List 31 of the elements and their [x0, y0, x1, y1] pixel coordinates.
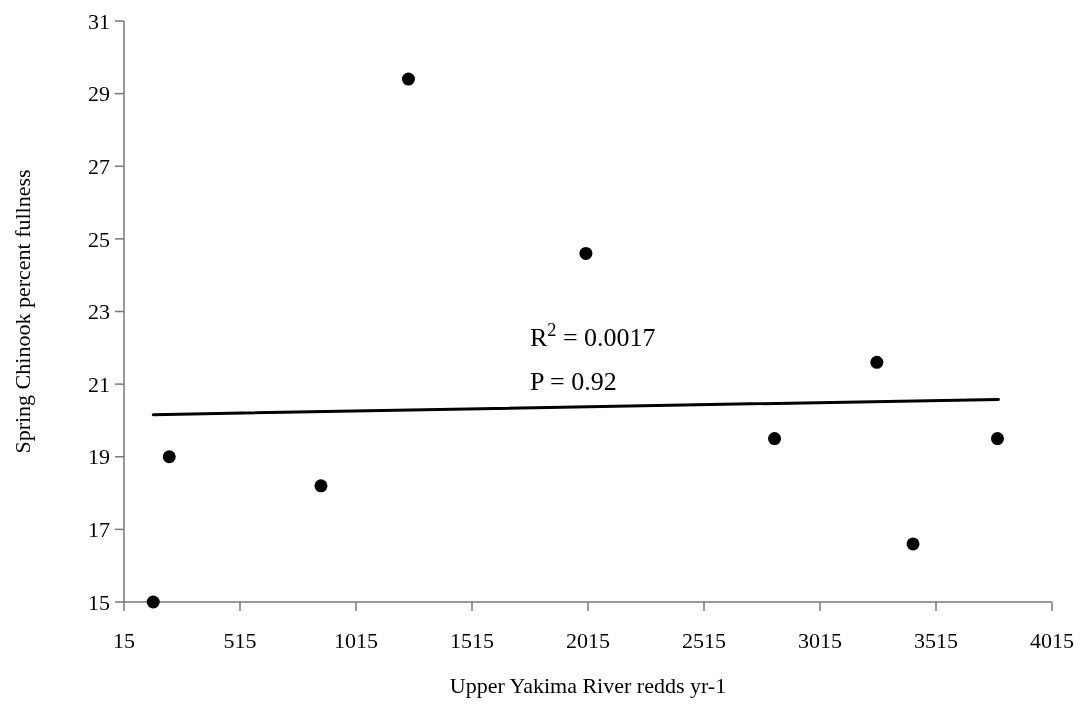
y-axis-title: Spring Chinook percent fullness	[10, 169, 35, 454]
point	[579, 246, 593, 260]
point	[146, 595, 160, 609]
point	[768, 432, 782, 446]
y-tick-label: 27	[88, 153, 110, 179]
point	[906, 537, 920, 551]
point	[162, 450, 176, 464]
point	[401, 72, 415, 86]
y-tick-label: 31	[88, 8, 110, 34]
x-tick-label: 1015	[334, 628, 378, 653]
point	[870, 355, 884, 369]
y-tick-label: 17	[88, 517, 110, 543]
y-tick-label: 25	[88, 226, 110, 252]
y-tick-label: 15	[88, 589, 110, 615]
point	[314, 479, 328, 493]
x-tick-label: 15	[113, 628, 135, 653]
annotation: P = 0.92	[530, 367, 617, 396]
x-axis-title: Upper Yakima River redds yr-1	[449, 673, 727, 698]
x-tick-label: 4015	[1030, 628, 1074, 653]
x-tick-label: 2015	[566, 628, 610, 653]
x-tick-label: 515	[223, 628, 257, 653]
y-tick-label: 19	[88, 444, 110, 470]
x-tick-label: 3015	[798, 628, 842, 653]
point	[990, 432, 1004, 446]
x-tick-label: 3515	[914, 628, 958, 653]
x-tick-label: 2515	[682, 628, 726, 653]
annotation: R$^{2}$ = 0.0017	[530, 320, 656, 352]
x-tick-label: 1515	[450, 628, 494, 653]
y-tick-label: 21	[88, 371, 110, 397]
y-tick-label: 29	[88, 81, 110, 107]
y-tick-label: 23	[88, 299, 110, 325]
